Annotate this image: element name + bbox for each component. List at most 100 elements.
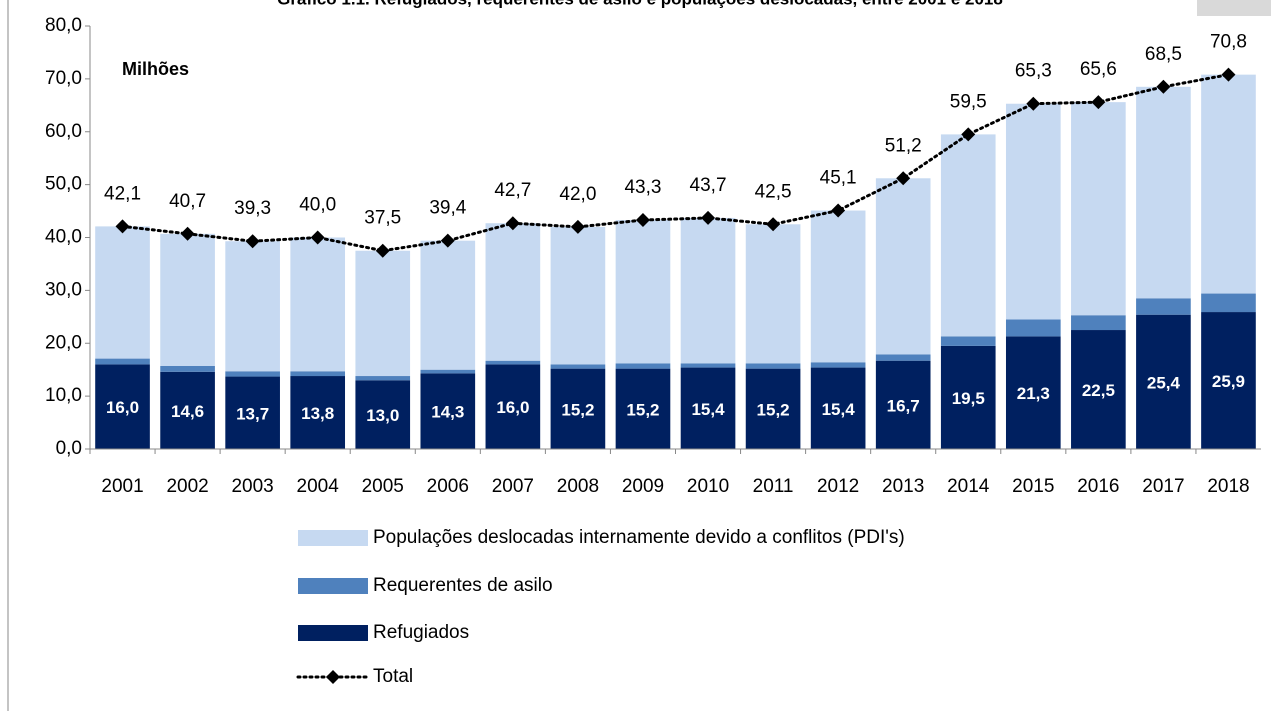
bar-segment [1136,86,1191,299]
bar-segment [550,226,606,365]
bar-segment [225,241,280,372]
y-tick-label: 0,0 [56,438,82,459]
legend-marker [326,670,340,684]
total-value-label: 45,1 [820,168,857,189]
total-marker [505,216,520,231]
legend-swatch [298,578,368,594]
unit-annotation: Milhões [122,59,189,79]
total-value-label: 43,7 [690,175,727,196]
total-marker [1221,67,1236,82]
total-value-label: 43,3 [624,177,661,198]
x-tick-label: 2002 [166,476,208,497]
total-marker [115,219,130,234]
bar-value-label: 15,4 [822,400,856,419]
total-value-label: 37,5 [364,208,401,229]
bar-segment [1071,330,1126,449]
total-value-label: 40,0 [299,195,336,216]
y-tick-label: 30,0 [45,279,82,300]
total-line [121,73,1230,253]
bar-segment [875,360,931,449]
x-tick-label: 2010 [687,476,729,497]
bar-value-label: 22,5 [1082,381,1115,400]
bar-value-label: 16,0 [106,398,139,417]
bar-segment [615,363,671,369]
legend-label: Total [373,666,413,687]
y-tick-label: 10,0 [45,385,82,406]
x-tick-label: 2011 [753,476,794,497]
bar-value-label: 13,0 [366,406,399,425]
total-value-label: 42,5 [755,181,792,202]
bar-segment [290,237,346,372]
total-value-label: 65,6 [1080,59,1117,80]
bar-value-label: 16,7 [887,396,920,415]
bar-value-label: 14,6 [171,402,204,421]
x-tick-label: 2016 [1077,476,1119,497]
bar-segment [1005,103,1061,320]
total-value-label: 42,0 [559,184,596,205]
bar-segment [550,368,606,449]
bar-segment [355,250,411,377]
bar-segment [1005,319,1061,337]
total-marker [570,219,585,234]
bar-value-label: 15,2 [561,400,594,419]
legend-swatch [298,530,368,546]
bar-segment [95,364,150,449]
bar-value-label: 21,3 [1017,384,1050,403]
bar-segment [485,360,541,365]
bar-segment [160,371,215,449]
x-tick-label: 2006 [427,476,469,497]
total-value-label: 42,7 [494,180,531,201]
x-tick-label: 2018 [1207,476,1249,497]
frame-corner [1197,0,1271,16]
bar-segment [940,345,996,449]
x-tick-label: 2003 [231,476,273,497]
bar-segment [95,226,150,359]
bar-segment [290,376,346,449]
total-marker [1026,96,1041,111]
bar-segment [940,336,996,346]
bar-segment [1005,336,1061,449]
total-marker [310,230,325,245]
y-tick-label: 50,0 [45,174,82,195]
bar-segment [680,217,736,364]
bar-segment [485,364,541,449]
bar-segment [745,368,801,449]
bar-segment [875,178,931,355]
x-tick-label: 2005 [362,476,404,497]
bar-segment [810,362,866,368]
x-tick-label: 2001 [101,476,143,497]
x-tick-label: 2004 [297,476,340,497]
bar-segment [810,210,866,363]
total-marker [896,171,911,186]
x-tick-label: 2015 [1012,476,1054,497]
y-tick-label: 70,0 [45,68,82,89]
x-tick-label: 2012 [817,476,859,497]
bar-segment [485,223,541,361]
bar-segment [1201,74,1256,294]
x-tick-label: 2013 [882,476,924,497]
bar-segment [1201,293,1256,313]
total-marker [701,210,716,225]
total-value-label: 68,5 [1145,44,1182,65]
legend-label: Populações deslocadas internamente devid… [373,527,905,548]
total-value-label: 51,2 [885,135,922,156]
x-tick-label: 2014 [947,476,990,497]
chart-title: Gráfico 1.1. Refugiados, requerentes de … [277,0,1003,8]
total-value-label: 39,3 [234,198,271,219]
total-value-label: 59,5 [950,91,987,112]
bar-value-label: 13,7 [236,404,269,423]
bar-segment [1136,314,1191,449]
bar-segment [550,364,606,369]
bar-segment [1071,102,1126,316]
total-value-label: 39,4 [429,198,466,219]
bar-segment [615,220,671,364]
total-value-label: 65,3 [1015,61,1052,82]
y-tick-label: 40,0 [45,227,82,248]
bar-value-label: 19,5 [952,389,985,408]
total-marker [635,213,650,228]
bar-value-label: 15,4 [691,400,725,419]
x-tick-label: 2008 [557,476,599,497]
legend-label: Refugiados [373,622,469,643]
x-tick-label: 2017 [1142,476,1184,497]
bar-value-label: 15,2 [626,400,659,419]
